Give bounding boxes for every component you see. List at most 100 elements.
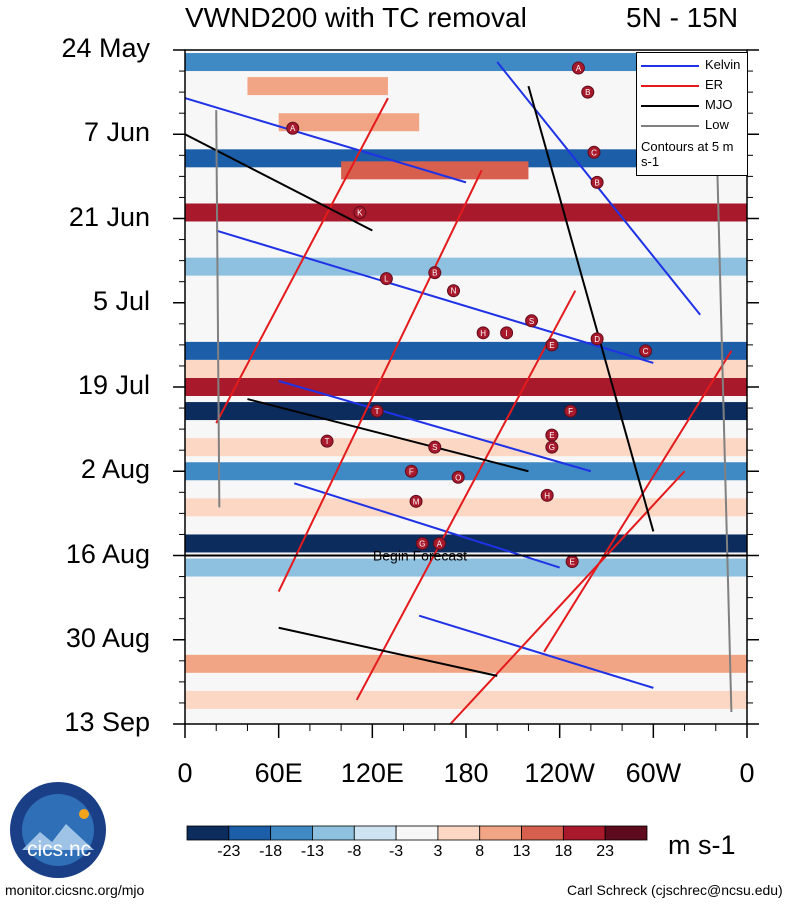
tc-marker-0: A — [571, 61, 585, 75]
contour-mjo-13 — [278, 626, 498, 677]
tc-marker-symbol — [500, 326, 514, 340]
tc-marker-label: T — [375, 407, 380, 416]
colorbar — [186, 825, 648, 841]
logo-text: cics.nc — [27, 838, 92, 861]
tc-marker-label: A — [437, 539, 443, 548]
tc-marker-symbol — [353, 205, 367, 219]
footer-credit: Carl Schreck (cjschrec@ncsu.edu) — [567, 882, 783, 898]
tc-marker-symbol — [286, 121, 300, 135]
tc-marker-symbol — [447, 284, 461, 298]
tc-marker-21: F — [404, 464, 418, 478]
x-tick-label: 120W — [524, 758, 595, 788]
contour-note: Contours at 5 m s-1 — [641, 139, 734, 169]
tc-marker-label: G — [419, 539, 425, 548]
x-tick-label: 120E — [340, 758, 404, 788]
legend-item-mjo: MJO — [641, 97, 747, 115]
tc-marker-label: B — [432, 269, 437, 278]
tc-marker-symbol — [370, 404, 384, 418]
tc-marker-symbol — [451, 470, 465, 484]
colorbar-label: -3 — [388, 843, 404, 860]
forecast-label: Begin Forecast — [373, 548, 467, 564]
tc-marker-label: O — [455, 473, 461, 482]
tc-marker-symbol — [545, 338, 559, 352]
tc-marker-symbol — [581, 85, 595, 99]
tc-marker-22: O — [451, 470, 465, 484]
colorbar-label: -18 — [259, 843, 283, 860]
tc-marker-symbol — [432, 536, 446, 550]
band-17 — [185, 690, 747, 709]
tc-marker-16: F — [564, 404, 578, 418]
band-3 — [185, 149, 747, 168]
tc-marker-label: T — [325, 437, 330, 446]
colorbar-label: 18 — [554, 843, 573, 860]
band-14 — [185, 534, 747, 553]
y-tick-label: 16 Aug — [65, 538, 150, 569]
tc-marker-symbol — [320, 434, 334, 448]
contour-mjo-12 — [247, 398, 529, 473]
tc-marker-label: D — [594, 335, 600, 344]
band-8 — [185, 359, 747, 378]
legend-item-kelvin: Kelvin — [641, 57, 747, 75]
y-tick-label: 13 Sep — [64, 707, 150, 737]
colorbar-label: 8 — [475, 843, 485, 860]
legend-label-low: Low — [705, 117, 729, 132]
tc-marker-label: F — [409, 467, 414, 476]
legend: Kelvin ER MJO Low Contours at 5 m s-1 — [636, 52, 748, 176]
contour-kelvin-1 — [215, 229, 654, 364]
tc-marker-9: S — [525, 314, 539, 328]
colorbar-swatch — [604, 825, 648, 841]
tc-marker-24: M — [409, 494, 423, 508]
band-5 — [185, 203, 747, 222]
tc-marker-label: C — [591, 148, 597, 157]
y-tick-label: 7 Jun — [83, 117, 150, 148]
y-tick-label: 5 Jul — [92, 285, 150, 316]
band-7 — [185, 341, 747, 360]
colorbar-swatch — [479, 825, 522, 841]
tc-marker-label: L — [384, 275, 389, 284]
tc-marker-label: C — [643, 347, 649, 356]
tc-marker-label: K — [357, 208, 363, 217]
band-0 — [185, 53, 747, 72]
tc-marker-20: G — [545, 440, 559, 454]
tc-marker-14: C — [639, 344, 653, 358]
tc-marker-symbol — [639, 344, 653, 358]
colorbar-swatch — [437, 825, 481, 841]
colorbar-swatch — [395, 825, 439, 841]
tc-marker-symbol — [409, 494, 423, 508]
tc-marker-label: S — [529, 317, 534, 326]
tc-marker-symbol — [525, 314, 539, 328]
band-13 — [185, 498, 747, 517]
tc-marker-symbol — [404, 464, 418, 478]
colorbar-label: -13 — [300, 843, 325, 860]
tc-marker-label: H — [544, 491, 550, 500]
tc-marker-label: B — [594, 178, 599, 187]
tc-marker-symbol — [428, 266, 442, 280]
contour-er-10 — [543, 350, 733, 653]
legend-line-kelvin — [641, 65, 699, 67]
tc-marker-19: S — [428, 440, 442, 454]
tc-marker-symbol — [379, 272, 393, 286]
contour-kelvin-3 — [293, 482, 560, 569]
tc-marker-label: B — [585, 88, 590, 97]
contour-kelvin-4 — [418, 614, 654, 689]
tc-marker-label: S — [432, 443, 437, 452]
footer-url: monitor.cicsnc.org/mjo — [5, 882, 145, 898]
colorbar-label: -23 — [217, 843, 241, 860]
tc-marker-symbol — [428, 440, 442, 454]
tc-marker-26: A — [432, 536, 446, 550]
band-15 — [185, 558, 747, 577]
colorbar-swatch — [228, 825, 272, 841]
colorbar-label: 13 — [512, 843, 531, 860]
tc-marker-15: T — [370, 404, 384, 418]
tc-marker-18: T — [320, 434, 334, 448]
tc-marker-23: H — [540, 488, 554, 502]
legend-label-mjo: MJO — [705, 97, 733, 112]
tc-marker-8: N — [447, 284, 461, 298]
tc-marker-6: B — [428, 266, 442, 280]
contour-er-8 — [355, 290, 577, 701]
x-tick-label: 0 — [739, 758, 755, 788]
tc-marker-label: A — [576, 64, 582, 73]
tc-marker-25: G — [415, 536, 429, 550]
tc-marker-symbol — [590, 175, 604, 189]
band-10 — [185, 402, 747, 421]
